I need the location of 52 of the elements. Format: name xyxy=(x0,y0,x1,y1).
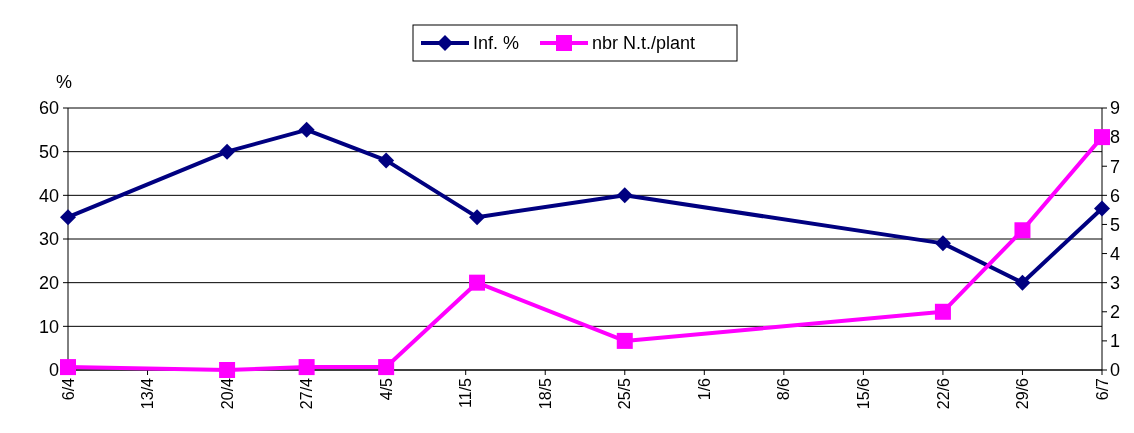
x-tick-label: 13/4 xyxy=(139,377,157,410)
x-tick-label: 18/5 xyxy=(536,377,554,410)
point xyxy=(1094,200,1110,217)
point xyxy=(219,362,236,378)
point xyxy=(1014,274,1031,291)
x-tick-label: 20/4 xyxy=(218,377,236,410)
point xyxy=(219,143,236,160)
x-tick-label: 29/6 xyxy=(1014,377,1032,410)
point xyxy=(60,359,76,376)
point xyxy=(616,187,633,204)
x-tick-label: 6/7 xyxy=(1093,377,1111,401)
y-tick-label: 0 xyxy=(48,360,59,381)
y-tick-label: 40 xyxy=(38,185,59,206)
y2-tick-label: 9 xyxy=(1110,98,1121,119)
x-tick-label: 1/6 xyxy=(695,377,713,401)
point xyxy=(469,274,486,291)
y2-tick-label: 4 xyxy=(1110,243,1121,264)
x-tick-label: 8/6 xyxy=(775,377,793,401)
point xyxy=(378,359,395,376)
point xyxy=(378,152,395,169)
point xyxy=(298,121,315,138)
x-tick-label: 15/6 xyxy=(854,377,872,410)
x-tick-label: 6/4 xyxy=(59,377,77,401)
y2-tick-label: 7 xyxy=(1110,156,1121,177)
y-tick-label: 50 xyxy=(38,141,59,162)
x-tick-label: 11/5 xyxy=(457,377,475,408)
y2-tick-label: 2 xyxy=(1110,302,1121,323)
y-tick-label: 60 xyxy=(38,98,59,119)
x-tick-label: 22/6 xyxy=(934,377,952,410)
y-tick-label: 30 xyxy=(38,229,59,250)
point xyxy=(934,303,951,320)
point xyxy=(60,209,76,226)
x-tick-label: 4/5 xyxy=(377,377,395,401)
y2-tick-label: 1 xyxy=(1110,331,1121,352)
legend-label: Inf. % xyxy=(473,33,520,54)
point xyxy=(934,235,951,252)
y-tick-label: 20 xyxy=(38,272,59,293)
y2-tick-label: 0 xyxy=(1110,360,1121,381)
point xyxy=(469,209,486,226)
point xyxy=(1014,222,1031,239)
point xyxy=(616,332,633,349)
y2-tick-label: 8 xyxy=(1110,127,1121,148)
y-axis-title: % xyxy=(56,72,73,92)
point xyxy=(298,359,315,376)
point xyxy=(1094,129,1110,146)
y2-tick-label: 6 xyxy=(1110,185,1121,206)
y-tick-label: 10 xyxy=(38,316,59,337)
legend-label: nbr N.t./plant xyxy=(592,33,696,54)
y2-tick-label: 5 xyxy=(1110,214,1121,235)
y2-tick-label: 3 xyxy=(1110,272,1121,293)
x-tick-label: 27/4 xyxy=(298,377,316,410)
x-tick-label: 25/5 xyxy=(616,377,634,410)
